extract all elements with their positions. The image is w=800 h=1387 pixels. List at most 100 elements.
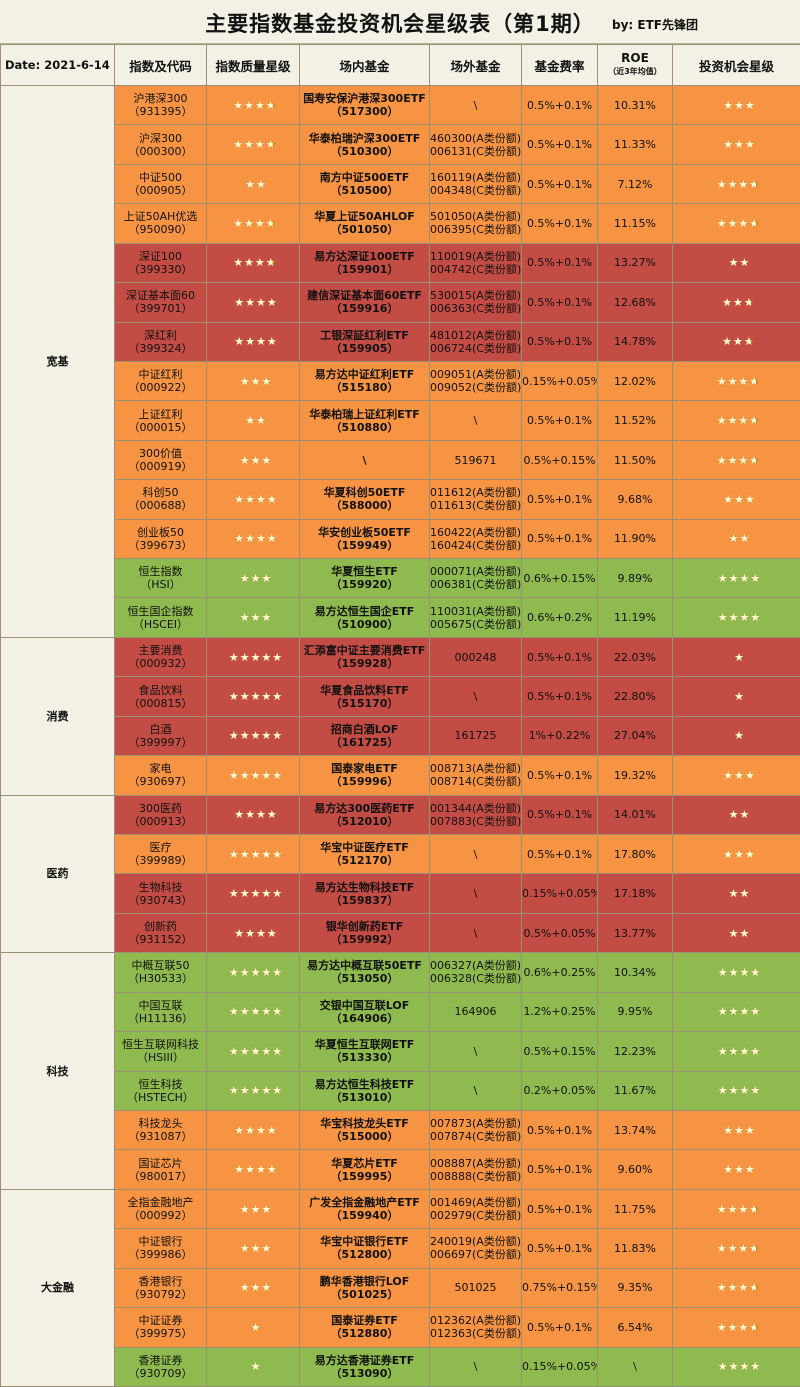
fee-cell: 0.5%+0.1% [521, 1149, 598, 1190]
quality-stars: ★★★★ [206, 518, 300, 560]
onmarket-fund-name: 华宝中证医疗ETF [320, 841, 409, 855]
roe-cell: 14.01% [597, 794, 673, 836]
index-code: （HSIII） [137, 1051, 184, 1065]
opportunity-header: 投资机会星级 [672, 44, 800, 86]
roe-value: 22.80% [614, 690, 656, 704]
offmarket-fund-code: 008888(C类份额) [430, 1169, 522, 1183]
half-star-icon: ★ [749, 375, 762, 388]
roe-cell: \ [597, 1346, 673, 1387]
offmarket-fund-code: 530015(A类份额) [430, 289, 522, 303]
fee-value: 0.5%+0.1% [526, 1241, 593, 1255]
index-code: （000919） [128, 460, 193, 473]
roe-cell: 14.78% [597, 321, 673, 362]
half-star-icon: ★ [749, 454, 762, 467]
star-icons: ★★ [728, 887, 751, 901]
onmarket-fund-code: （159940） [330, 1209, 399, 1223]
offmarket-fund-cell: 501050(A类份额) 006395(C类份额) [429, 203, 522, 244]
offmarket-fund-code: 012363(C类份额) [430, 1327, 522, 1341]
fee-cell: 0.5%+0.15% [521, 439, 598, 481]
onmarket-fund-code: （159996） [330, 775, 399, 789]
star-icons: ★★★★ [717, 571, 762, 585]
fee-value: 0.5%+0.1% [526, 690, 593, 704]
offmarket-fund-cell: 011612(A类份额) 011613(C类份额) [429, 479, 522, 520]
index-cell: 沪港深300 （931395） [114, 84, 207, 126]
onmarket-fund-code: （588000） [330, 499, 399, 513]
index-cell: 300医药 （000913） [114, 794, 207, 836]
onmarket-fund-cell: 华宝中证医疗ETF （512170） [299, 834, 430, 875]
onmarket-fund-name: 华泰柏瑞上证红利ETF [309, 407, 420, 421]
index-cell: 深红利 （399324） [114, 321, 207, 362]
roe-value: 11.90% [614, 532, 656, 546]
onmarket-fund-cell: 鹏华香港银行LOF （501025） [299, 1267, 430, 1309]
fee-cell: 0.5%+0.1% [521, 676, 598, 717]
onmarket-fund-name: 易方达恒生国企ETF [314, 604, 415, 618]
offmarket-fund-code: 160119(A类份额) [430, 171, 522, 185]
offmarket-fund-cell: 501025 [429, 1267, 522, 1309]
index-name: 上证红利 [138, 407, 183, 421]
opportunity-stars: ★★★★ [672, 400, 800, 441]
index-code: （980017） [128, 1169, 193, 1183]
offmarket-fund-code: 011613(C类份额) [430, 499, 522, 513]
offmarket-fund-code: 006381(C类份额) [430, 578, 522, 592]
index-code: （399986） [128, 1248, 193, 1262]
offmarket-fund-code: 007873(A类份额) [430, 1117, 522, 1131]
roe-value: 11.83% [614, 1241, 656, 1255]
fee-value: 0.5%+0.1% [526, 808, 593, 822]
offmarket-fund-cell: 240019(A类份额) 006697(C类份额) [429, 1228, 522, 1269]
star-icons: ★★★ [239, 1241, 273, 1255]
quality-stars: ★★★ [206, 1228, 300, 1269]
fee-value: 0.5%+0.1% [526, 414, 593, 428]
star-icons: ★★★ [723, 847, 756, 861]
table-row: 沪深300（000300）★★★★华泰柏瑞沪深300ETF（510300）460… [1, 124, 800, 165]
index-cell: 恒生国企指数 （HSCEI） [114, 597, 207, 638]
opportunity-stars: ★ [672, 636, 800, 678]
category-label: 消费 [46, 709, 69, 723]
index-cell: 科创50 （000688） [114, 479, 207, 520]
onmarket-fund-cell: 建信深证基本面60ETF （159916） [299, 282, 430, 323]
table-row: 香港证券 （930709） ★ 易方达香港证券ETF （513090） \ 0.15%+0.… [1, 1346, 800, 1387]
star-icons: ★★★★★ [228, 768, 284, 782]
half-star-icon: ★ [749, 1281, 762, 1294]
onmarket-fund-cell: 易方达中证红利ETF （515180） [299, 360, 430, 402]
onmarket-fund-name: 招商白酒LOF [330, 722, 399, 736]
onmarket-fund-code: （512010） [330, 814, 399, 828]
page-title: 主要指数基金投资机会星级表（第1期） [205, 12, 595, 36]
onmarket-fund-code: （159837） [330, 893, 399, 907]
index-name: 上证50AH优选 [123, 210, 198, 224]
index-code: （H30533） [127, 972, 194, 986]
index-code: （000992） [128, 1209, 193, 1223]
onmarket-fund-code: （159920） [330, 578, 399, 592]
roe-value: 13.77% [614, 926, 656, 940]
index-code: （000905） [128, 184, 193, 198]
star-icons: ★★★★ [717, 611, 762, 625]
onmarket-fund-code: （159928） [330, 657, 399, 671]
star-icons: ★★★ [716, 177, 750, 191]
onmarket-fund-name: 华夏恒生ETF [331, 565, 398, 579]
quality-stars: ★ [206, 1307, 300, 1348]
index-cell: 深证100 （399330） [114, 242, 207, 284]
offmarket-fund-code: 006131(C类份额) [430, 144, 522, 158]
opportunity-stars: ★★★★ [672, 1070, 800, 1111]
offmarket-header: 场外基金 [429, 44, 522, 86]
roe-cell: 11.83% [597, 1228, 673, 1269]
fee-cell: 0.6%+0.25% [521, 952, 598, 993]
index-code: （000300） [128, 144, 193, 158]
quality-stars: ★★★★ [206, 321, 300, 362]
index-code: （HSTECH） [127, 1090, 194, 1104]
index-cell: 生物科技 （930743） [114, 873, 207, 914]
quality-stars: ★★ [206, 163, 300, 205]
fee-cell: 0.6%+0.2% [521, 597, 598, 638]
fee-value: 0.5%+0.1% [526, 335, 593, 349]
onmarket-fund-cell: 易方达生物科技ETF （159837） [299, 873, 430, 914]
fee-cell: 0.15%+0.05% [521, 1346, 598, 1387]
star-icons: ★★★★★ [228, 847, 284, 861]
roe-cell: 6.54% [597, 1307, 673, 1348]
fee-cell: 0.5%+0.1% [521, 84, 598, 126]
offmarket-fund-code: 110019(A类份额) [430, 249, 522, 263]
index-name: 科创50 [142, 486, 179, 500]
half-star-icon: ★ [744, 335, 757, 348]
index-name: 深证基本面60 [126, 289, 195, 303]
onmarket-fund-cell: 华夏科创50ETF （588000） [299, 479, 430, 520]
index-cell: 科技龙头 （931087） [114, 1109, 207, 1151]
index-code: （930697） [128, 775, 193, 789]
